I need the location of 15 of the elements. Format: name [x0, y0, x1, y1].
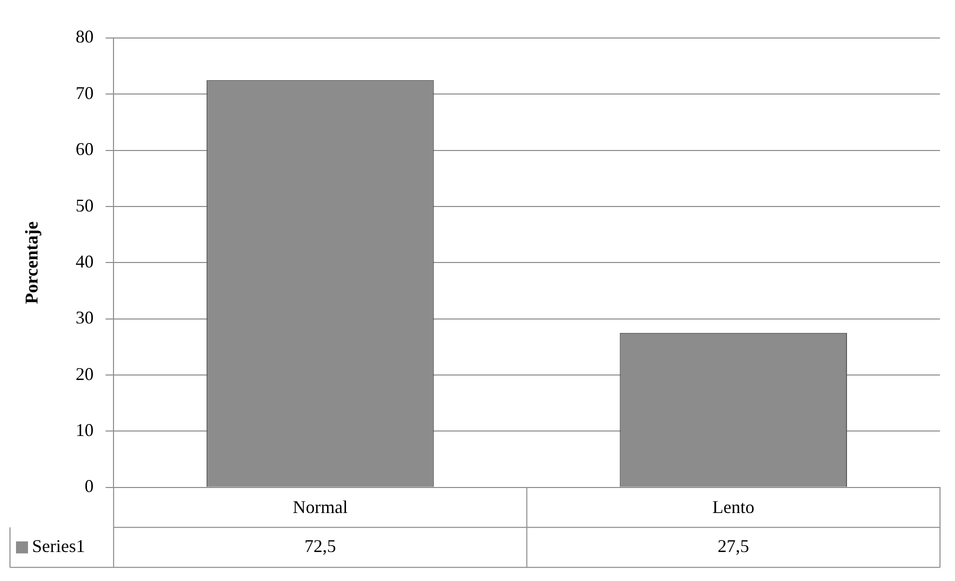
legend-label: Series1 [32, 536, 85, 556]
y-tick-label: 50 [76, 195, 94, 216]
y-tick-label: 40 [76, 251, 94, 272]
y-tick-label: 0 [84, 476, 94, 496]
y-tick-label: 30 [76, 308, 94, 328]
x-tick-label: Lento [712, 496, 754, 517]
y-axis-title: Porcentaje [21, 221, 42, 304]
data-label: 72,5 [304, 536, 336, 556]
y-tick-label: 80 [76, 26, 94, 47]
y-tick-label: 70 [76, 82, 94, 103]
y-tick-label: 10 [76, 420, 94, 440]
y-tick-label: 60 [76, 139, 94, 160]
y-tick-label: 20 [76, 364, 94, 384]
data-label: 27,5 [718, 536, 750, 556]
x-tick-label: Normal [292, 496, 348, 517]
